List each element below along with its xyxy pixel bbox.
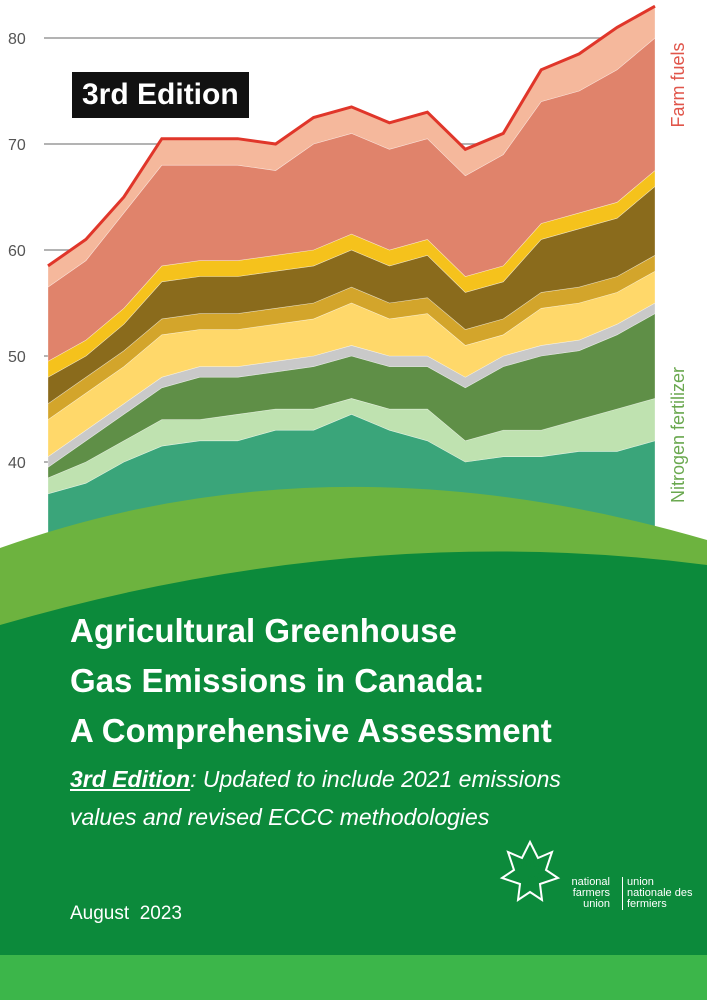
title-line: A Comprehensive Assessment [70, 712, 552, 749]
y-tick-label: 40 [8, 455, 26, 472]
dark-green-hill [0, 551, 707, 1000]
logo-nfu: nfu [518, 856, 542, 871]
subtitle-rest: : Updated to include 2021 emissions valu… [70, 766, 561, 830]
logo-french: union nationale des fermiers [622, 877, 697, 910]
y-tick-label: 70 [8, 137, 26, 154]
date: August 2023 [70, 903, 182, 924]
side-label: Nitrogen fertilizer [668, 367, 688, 503]
y-tick-label: 50 [8, 349, 26, 366]
logo-unf: unf [518, 872, 543, 887]
edition-badge: 3rd Edition [72, 72, 249, 118]
y-tick-label: 80 [8, 31, 26, 48]
top-line [47, 4, 656, 268]
title-line: Gas Emissions in Canada: [70, 662, 485, 699]
subtitle: 3rd Edition: Updated to include 2021 emi… [70, 760, 570, 836]
bottom-band [0, 955, 707, 1000]
maple-leaf [499, 839, 561, 903]
title-line: Agricultural Greenhouse [70, 612, 457, 649]
y-tick-label: 60 [8, 243, 26, 260]
side-label: Farm fuels [668, 42, 688, 127]
subtitle-lead: 3rd Edition [70, 766, 191, 792]
title: Agricultural Greenhouse Gas Emissions in… [70, 606, 552, 756]
logo-english: national farmers union [571, 876, 610, 910]
logo-mark [499, 839, 561, 903]
